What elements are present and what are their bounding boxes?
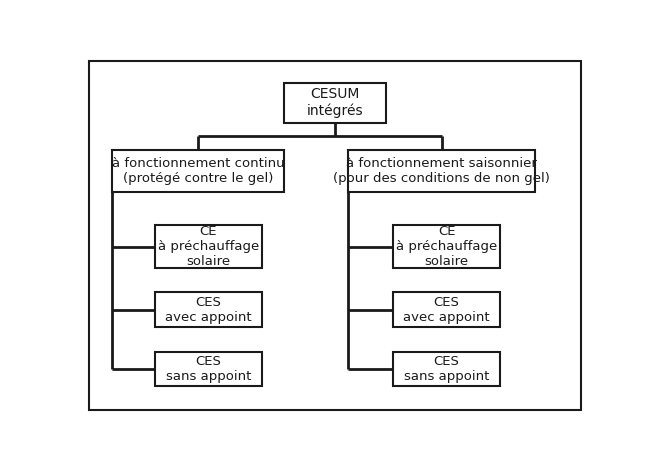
Text: à fonctionnement saisonnier
(pour des conditions de non gel): à fonctionnement saisonnier (pour des co… xyxy=(333,157,550,185)
Text: CES
sans appoint: CES sans appoint xyxy=(165,355,251,383)
FancyBboxPatch shape xyxy=(394,292,500,326)
Text: CES
sans appoint: CES sans appoint xyxy=(404,355,489,383)
Text: CE
à préchauffage
solaire: CE à préchauffage solaire xyxy=(158,225,259,268)
FancyBboxPatch shape xyxy=(394,352,500,386)
FancyBboxPatch shape xyxy=(348,150,536,192)
Text: CESUM
intégrés: CESUM intégrés xyxy=(307,87,364,118)
Text: CE
à préchauffage
solaire: CE à préchauffage solaire xyxy=(396,225,497,268)
Text: CES
avec appoint: CES avec appoint xyxy=(404,296,490,324)
FancyBboxPatch shape xyxy=(155,352,262,386)
Text: CES
avec appoint: CES avec appoint xyxy=(165,296,252,324)
FancyBboxPatch shape xyxy=(394,225,500,268)
FancyBboxPatch shape xyxy=(112,150,284,192)
Text: à fonctionnement continu
(protégé contre le gel): à fonctionnement continu (protégé contre… xyxy=(112,157,284,185)
FancyBboxPatch shape xyxy=(155,292,262,326)
FancyBboxPatch shape xyxy=(90,62,581,410)
FancyBboxPatch shape xyxy=(155,225,262,268)
FancyBboxPatch shape xyxy=(284,83,386,122)
